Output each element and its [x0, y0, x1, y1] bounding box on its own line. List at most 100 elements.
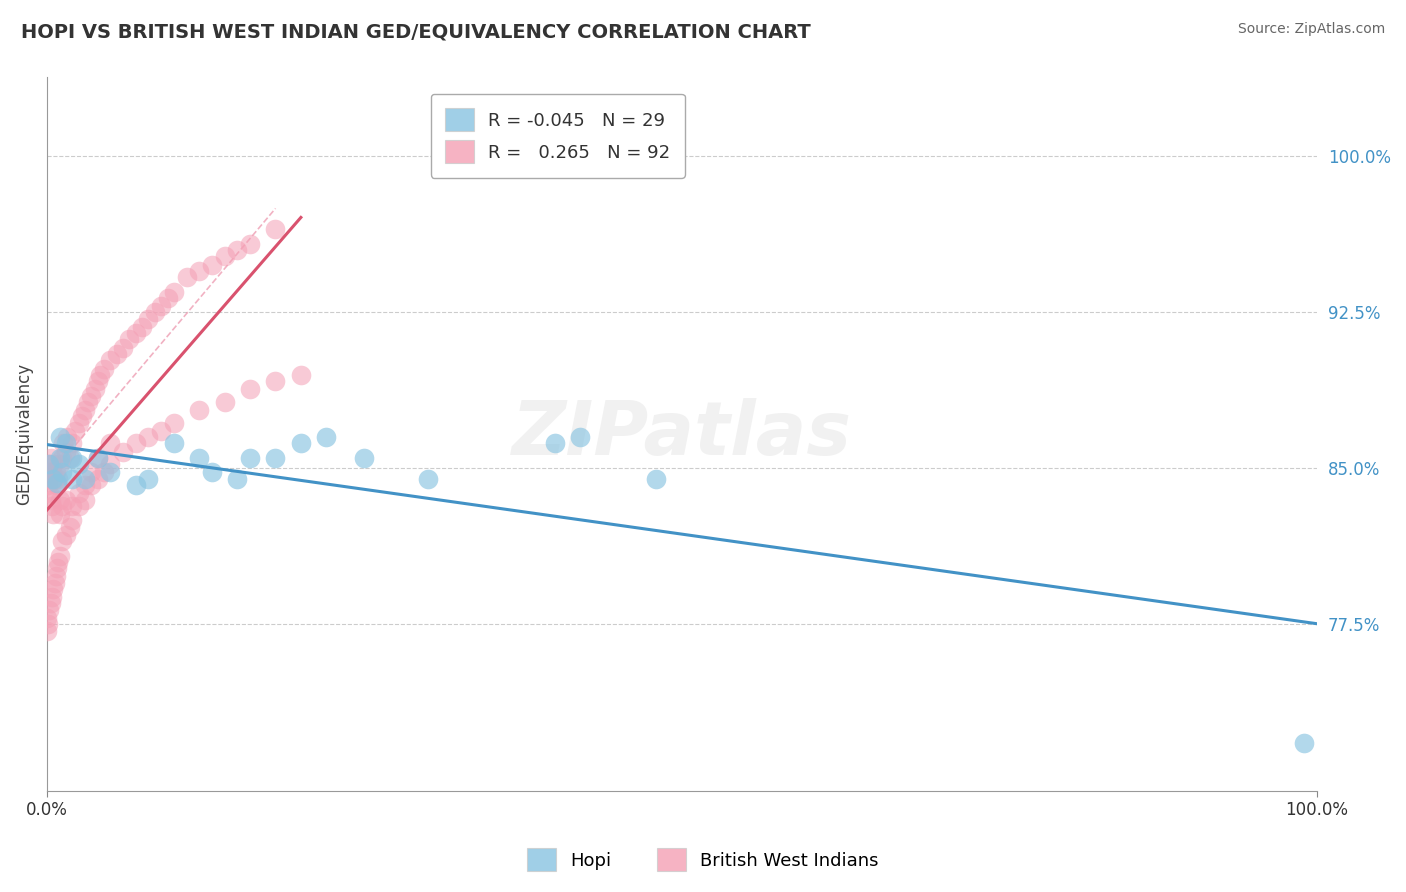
- Point: [48, 492, 70, 507]
- Point: [35, 611, 58, 625]
- Point: [51, 450, 73, 465]
- Point: [226, 243, 249, 257]
- Point: [39, 492, 62, 507]
- Point: [42, 457, 65, 471]
- Point: [163, 436, 186, 450]
- Point: [76, 394, 98, 409]
- Point: [80, 388, 103, 402]
- Point: [176, 270, 198, 285]
- Point: [1294, 736, 1316, 750]
- Point: [51, 499, 73, 513]
- Point: [86, 472, 108, 486]
- Point: [51, 466, 73, 480]
- Point: [264, 450, 287, 465]
- Point: [48, 430, 70, 444]
- Point: [188, 403, 211, 417]
- Point: [73, 472, 96, 486]
- Point: [80, 466, 103, 480]
- Point: [72, 409, 94, 424]
- Point: [60, 513, 83, 527]
- Point: [38, 457, 60, 471]
- Point: [46, 555, 69, 569]
- Point: [55, 528, 77, 542]
- Point: [118, 333, 141, 347]
- Point: [73, 478, 96, 492]
- Point: [67, 457, 90, 471]
- Point: [214, 394, 236, 409]
- Point: [46, 561, 69, 575]
- Point: [112, 444, 135, 458]
- Point: [59, 519, 82, 533]
- Point: [143, 305, 166, 319]
- Point: [125, 326, 148, 341]
- Point: [41, 466, 63, 480]
- Point: [138, 472, 160, 486]
- Point: [416, 472, 439, 486]
- Point: [42, 582, 65, 596]
- Point: [63, 424, 86, 438]
- Point: [51, 534, 73, 549]
- Point: [112, 341, 135, 355]
- Point: [125, 436, 148, 450]
- Point: [55, 436, 77, 450]
- Point: [105, 347, 128, 361]
- Point: [239, 382, 262, 396]
- Point: [163, 285, 186, 299]
- Point: [45, 466, 67, 480]
- Point: [80, 478, 103, 492]
- Legend: Hopi, British West Indians: Hopi, British West Indians: [520, 841, 886, 879]
- Point: [226, 472, 249, 486]
- Point: [48, 457, 70, 471]
- Point: [264, 374, 287, 388]
- Text: HOPI VS BRITISH WEST INDIAN GED/EQUIVALENCY CORRELATION CHART: HOPI VS BRITISH WEST INDIAN GED/EQUIVALE…: [21, 22, 811, 41]
- Point: [264, 222, 287, 236]
- Point: [60, 499, 83, 513]
- Point: [84, 382, 107, 396]
- Text: Source: ZipAtlas.com: Source: ZipAtlas.com: [1237, 22, 1385, 37]
- Point: [38, 486, 60, 500]
- Point: [60, 472, 83, 486]
- Point: [48, 450, 70, 465]
- Point: [37, 478, 59, 492]
- Point: [45, 569, 67, 583]
- Point: [37, 466, 59, 480]
- Point: [48, 507, 70, 521]
- Point: [39, 597, 62, 611]
- Text: ZIPatlas: ZIPatlas: [512, 398, 852, 470]
- Point: [38, 603, 60, 617]
- Point: [60, 450, 83, 465]
- Point: [239, 236, 262, 251]
- Point: [42, 507, 65, 521]
- Point: [150, 424, 173, 438]
- Point: [37, 617, 59, 632]
- Point: [73, 492, 96, 507]
- Point: [56, 430, 79, 444]
- Point: [569, 430, 592, 444]
- Point: [48, 549, 70, 563]
- Point: [93, 466, 115, 480]
- Point: [41, 591, 63, 605]
- Point: [150, 299, 173, 313]
- Point: [201, 258, 224, 272]
- Point: [46, 472, 69, 486]
- Point: [67, 486, 90, 500]
- Point: [67, 416, 90, 430]
- Point: [239, 450, 262, 465]
- Point: [315, 430, 337, 444]
- Point: [188, 450, 211, 465]
- Point: [163, 416, 186, 430]
- Point: [353, 450, 375, 465]
- Point: [38, 457, 60, 471]
- Legend: R = -0.045   N = 29, R =   0.265   N = 92: R = -0.045 N = 29, R = 0.265 N = 92: [430, 94, 685, 178]
- Point: [544, 436, 567, 450]
- Point: [42, 472, 65, 486]
- Point: [131, 320, 153, 334]
- Point: [55, 444, 77, 458]
- Point: [73, 403, 96, 417]
- Point: [46, 478, 69, 492]
- Point: [93, 361, 115, 376]
- Point: [86, 374, 108, 388]
- Point: [100, 466, 122, 480]
- Point: [645, 472, 668, 486]
- Point: [55, 492, 77, 507]
